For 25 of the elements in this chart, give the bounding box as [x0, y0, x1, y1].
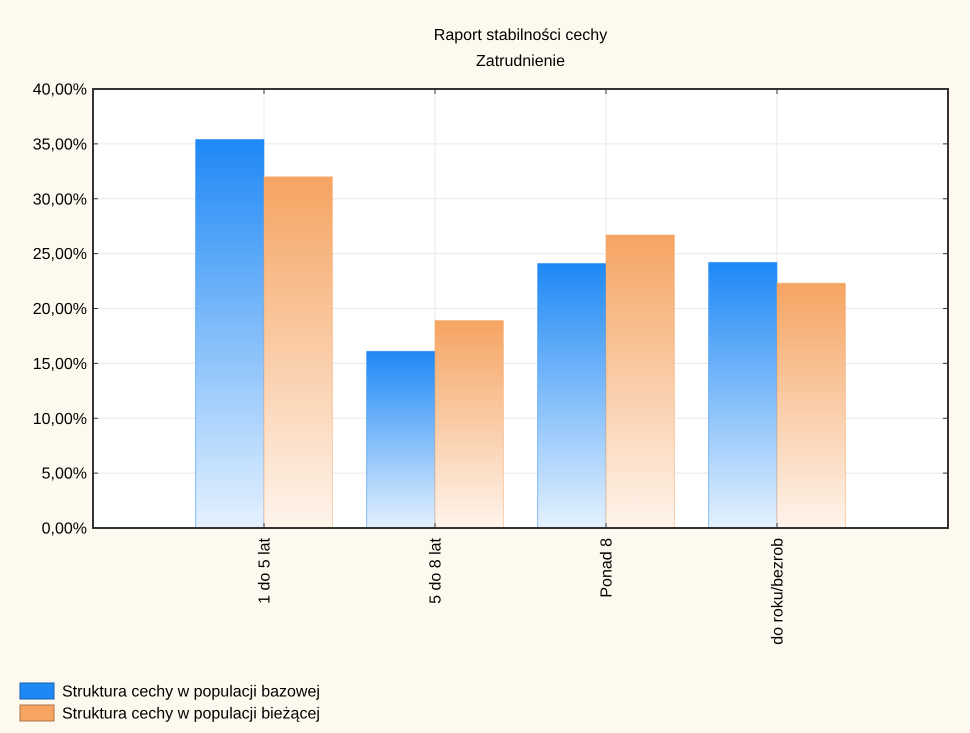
bar: [537, 263, 606, 528]
y-tick-label: 15,00%: [32, 356, 87, 373]
y-tick-label: 5,00%: [42, 466, 87, 483]
bar: [606, 234, 675, 528]
y-tick-label: 20,00%: [32, 301, 87, 318]
chart-title: Raport stabilności cechy: [434, 27, 608, 44]
y-tick-label: 35,00%: [32, 136, 87, 154]
y-tick-label: 25,00%: [32, 246, 87, 264]
bar: [264, 176, 333, 528]
x-tick-label: 5 do 8 lat: [428, 537, 445, 604]
y-tick-label: 10,00%: [32, 410, 87, 428]
x-tick-label: Ponad 8: [598, 538, 616, 598]
legend-label: Struktura cechy w populacji bieżącej: [62, 706, 320, 723]
legend-label: Struktura cechy w populacji bazowej: [62, 684, 320, 701]
y-tick-label: 0,00%: [42, 520, 87, 538]
chart-subtitle: Zatrudnienie: [476, 53, 566, 70]
bar: [195, 138, 264, 528]
x-tick-label: 1 do 5 lat: [256, 537, 274, 604]
bar: [366, 350, 436, 528]
y-tick-label: 40,00%: [32, 82, 87, 99]
bar: [776, 282, 846, 528]
bar: [434, 320, 504, 528]
bar: [708, 262, 778, 528]
y-tick-label: 30,00%: [32, 191, 87, 208]
x-tick-label: do roku/bezrob: [770, 538, 787, 645]
